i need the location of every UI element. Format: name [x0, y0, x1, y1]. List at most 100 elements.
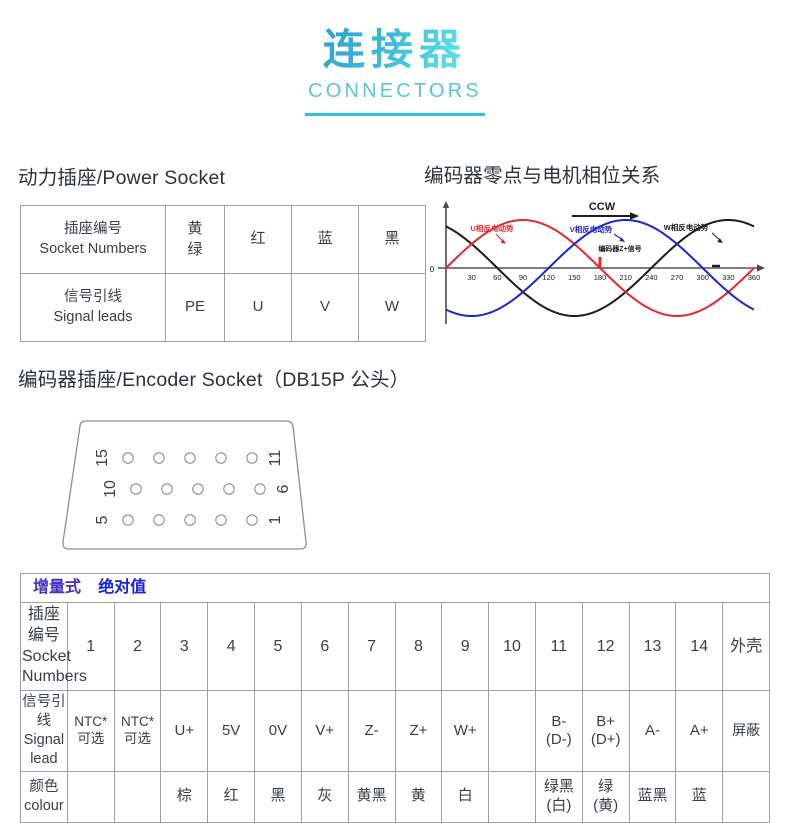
socket-number-cell-14: 14: [675, 601, 724, 692]
encoder-pin-table: 增量式 绝对值 插座编号 Socket Numbers 1 2 3 4 5 6 7 8 9 10 1…: [20, 573, 770, 823]
db15-pin: [254, 483, 266, 495]
encoder-label-colour-en: colour: [24, 797, 64, 814]
colour-cell-14: 蓝: [675, 770, 724, 823]
db15-pin: [246, 452, 258, 464]
socket-number-cell-12: 12: [581, 601, 630, 692]
colour-cell-13: 蓝黑: [628, 770, 677, 823]
encoder-row-label-leads: 信号引线 Signal lead: [20, 690, 68, 772]
socket-number-cell-6: 6: [300, 601, 349, 692]
phase-chart-svg: 0 30 60 90 120 150 180 210 240 270 300 330 360 CCW …: [430, 201, 765, 324]
db15-pin: [122, 514, 134, 526]
page-title-cn: 连接器: [322, 26, 467, 73]
x-tick-120: 120: [542, 273, 555, 282]
db15-pin: [192, 483, 204, 495]
phase-chart-heading: 编码器零点与电机相位关系: [424, 165, 661, 187]
series-label-u: U相反电动势: [471, 223, 514, 244]
colour-cell-外壳: [722, 770, 770, 823]
power-label-numbers-en: Socket Numbers: [39, 240, 147, 257]
table-row: 插座编号 Socket Numbers 黄 绿 红 蓝 黑: [20, 205, 426, 274]
encoder-label-colour-cn: 颜色: [29, 778, 59, 795]
power-number-cell-3: 蓝: [291, 205, 359, 274]
db15-shell-outline: [62, 420, 307, 550]
encoder-row-label-colour: 颜色 colour: [20, 770, 68, 823]
colour-cell-9: 白: [441, 770, 490, 823]
signal-lead-cell-4: 5V: [207, 690, 256, 772]
colour-cell-11: 绿黑 (白): [534, 770, 583, 823]
phase-relation-chart: 0 30 60 90 120 150 180 210 240 270 300 330 360 CCW …: [424, 196, 770, 334]
power-lead-cell-2: U: [224, 273, 292, 342]
x-tick-180: 180: [594, 273, 607, 282]
x-tick-360: 360: [748, 273, 761, 282]
db15-connector-diagram: 15 11 10 6 5 1: [60, 418, 310, 553]
page-title-en: CONNECTORS: [308, 80, 482, 103]
x-tick-60: 60: [493, 273, 501, 282]
db15-pin: [130, 483, 142, 495]
colour-cell-6: 灰: [300, 770, 349, 823]
colour-cell-2: [113, 770, 162, 823]
encoder-label-leads-cn: 信号引线: [22, 694, 66, 730]
power-socket-heading: 动力插座/Power Socket: [18, 167, 226, 189]
db15-svg: 15 11 10 6 5 1: [62, 420, 307, 550]
db15-pin: [153, 514, 165, 526]
x-tick-240: 240: [645, 273, 658, 282]
encoder-type-cell: 增量式 绝对值: [20, 573, 770, 603]
table-row-signal-leads: 信号引线 Signal lead NTC* 可选 NTC* 可选 U+ 5V 0V V+ Z- Z…: [20, 690, 770, 772]
socket-number-cell-13: 13: [628, 601, 677, 692]
db15-label-left-10: 10: [102, 480, 119, 498]
series-label-w: W相反电动势: [664, 222, 723, 243]
db15-pin-labels: 15 11 10 6 5 1: [94, 449, 292, 524]
power-number-1-line2: 绿: [187, 240, 203, 258]
db15-label-right-11: 11: [267, 450, 284, 467]
encoder-socket-heading: 编码器插座/Encoder Socket（DB15P 公头）: [18, 369, 410, 391]
colour-cell-3: 棕: [160, 770, 209, 823]
socket-number-cell-1: 1: [66, 601, 115, 692]
signal-lead-cell-外壳: 屏蔽: [722, 690, 770, 772]
signal-lead-cell-12: B+ (D+): [581, 690, 630, 772]
axis-origin-label: 0: [430, 265, 435, 274]
table-row-colour: 颜色 colour 棕红黑灰黄黑黄白绿黑 (白) 绿 (黄) 蓝黑蓝: [20, 770, 770, 823]
power-row-label-leads: 信号引线 Signal leads: [20, 273, 166, 342]
socket-number-cell-8: 8: [394, 601, 443, 692]
power-lead-cell-3: V: [291, 273, 359, 342]
colour-cell-7: 黄黑: [347, 770, 396, 823]
db15-pin-group: [122, 452, 266, 526]
table-row-encoder-type: 增量式 绝对值: [20, 573, 770, 603]
encoder-label-numbers-en: Socket Numbers: [22, 647, 87, 686]
signal-lead-cell-14: A+: [675, 690, 724, 772]
colour-cell-1: [66, 770, 115, 823]
colour-cell-10: [488, 770, 536, 823]
table-row: 信号引线 Signal leads PE U V W: [20, 273, 426, 342]
x-tick-330: 330: [722, 273, 735, 282]
encoder-z-marker: 编码器Z+信号: [598, 244, 642, 268]
socket-number-cell-3: 3: [160, 601, 209, 692]
db15-label-right-6: 6: [275, 484, 292, 493]
encoder-label-numbers-cn: 插座编号: [27, 606, 60, 644]
db15-pin: [215, 514, 227, 526]
x-tick-210: 210: [619, 273, 632, 282]
x-tick-270: 270: [671, 273, 684, 282]
x-axis-tick-labels: 30 60 90 120 150 180 210 240 270 300 330 360: [467, 273, 760, 282]
db15-pin: [122, 452, 134, 464]
db15-pin: [161, 483, 173, 495]
type-absolute-label: 绝对值: [98, 579, 147, 597]
power-lead-cell-4: W: [358, 273, 426, 342]
db15-pin: [246, 514, 258, 526]
signal-lead-cell-13: A-: [628, 690, 677, 772]
x-tick-90: 90: [519, 273, 527, 282]
signal-lead-cell-7: Z-: [347, 690, 396, 772]
db15-pin: [223, 483, 235, 495]
db15-label-right-1: 1: [267, 515, 284, 524]
y-axis-arrow: [442, 201, 450, 208]
x-tick-300: 300: [696, 273, 709, 282]
db15-label-left-15: 15: [94, 449, 111, 467]
db15-pin: [215, 452, 227, 464]
signal-lead-cell-1: NTC* 可选: [66, 690, 115, 772]
power-socket-table: 插座编号 Socket Numbers 黄 绿 红 蓝 黑 信号引线 Signa…: [20, 205, 426, 342]
z-marker-label: 编码器Z+信号: [598, 244, 641, 253]
series-label-u-text: U相反电动势: [471, 223, 514, 233]
power-number-cell-4: 黑: [358, 205, 426, 274]
x-tick-150: 150: [568, 273, 581, 282]
db15-label-left-5: 5: [94, 515, 111, 524]
signal-lead-cell-11: B- (D-): [534, 690, 583, 772]
signal-lead-cell-5: 0V: [254, 690, 302, 772]
